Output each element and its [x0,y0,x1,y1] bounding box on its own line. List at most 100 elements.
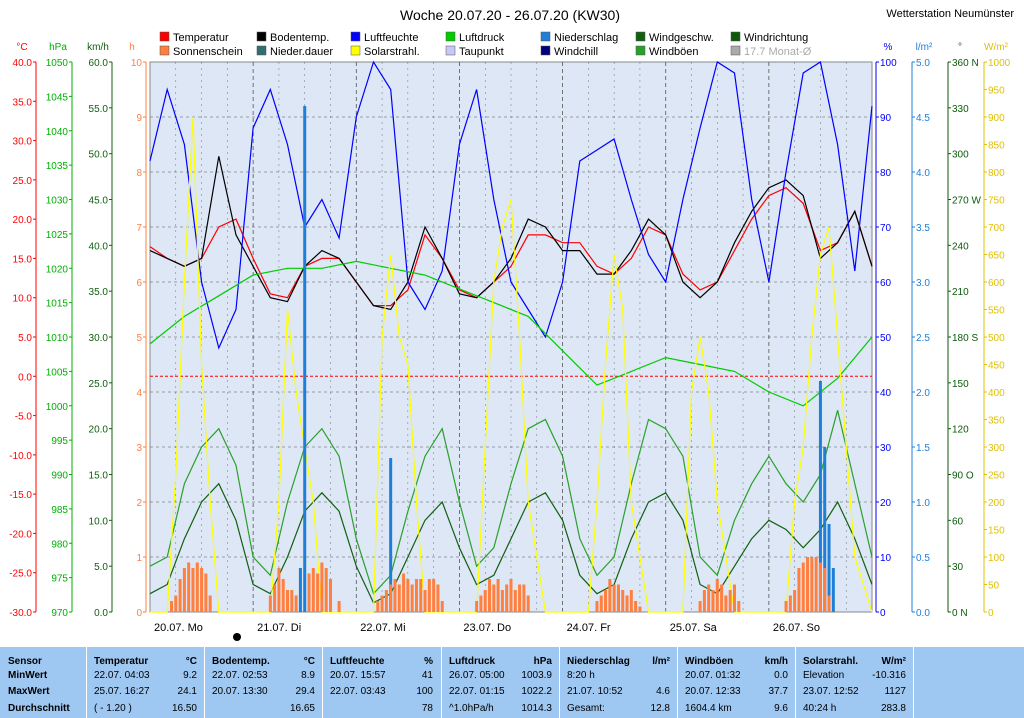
axis-tick-label: 0.0 [94,608,108,619]
table-column: Niederschlag l/m² 8:20 h 21.07. 10:52 4.6 Ges… [559,647,678,718]
sunshine-bar [518,584,522,612]
axis-tick-label: 3.0 [916,278,930,289]
legend-label: Windgeschw. [649,32,714,44]
axis-tick-label: 1045 [46,92,69,103]
legend-item: Sonnenschein [159,45,243,58]
sunshine-bar [475,601,479,612]
sunshine-bar [801,562,805,612]
sunshine-bar [290,590,294,612]
chart-title: Woche 20.07.20 - 26.07.20 (KW30) [400,7,620,23]
sunshine-bar [436,584,440,612]
table-column-empty [913,647,1024,718]
axis-tick-label: 10 [880,553,892,564]
axis-tick-label: 150 [952,379,969,390]
table-cell-when: 21.07. 10:52 [567,686,623,697]
axis-tick-label: 50.0 [89,150,109,161]
sunshine-bar [406,579,410,612]
sunshine-bar [208,595,212,612]
sunshine-bar [599,595,603,612]
axis-tick-label: 80 [880,168,892,179]
sunshine-bar [329,579,332,612]
sunshine-bar [698,601,702,612]
legend-label: Windrichtung [744,32,808,44]
axis-tick-label: -5.0 [15,412,33,423]
sunshine-bar [496,579,500,612]
axis-tick-label: 8 [136,168,142,179]
axis-tick-label: 0.0 [916,608,930,619]
axis-tick-label: 100 [988,553,1005,564]
sunshine-bar [311,568,315,612]
axis-tick-label: 360 N [952,58,979,69]
table-cell-when: 8:20 h [567,670,595,681]
axis-tick-label: 0.5 [916,553,930,564]
table-cell-value: 78 [421,703,433,714]
axis-tick-label: 90 O [952,471,974,482]
sunshine-bar [402,573,406,612]
axis-tick-label: 150 [988,526,1005,537]
rain-bar [389,458,393,612]
table-column-title: Niederschlag [567,656,630,667]
axis-tick-label: 100 [880,58,897,69]
axis-tick-label: 5.0 [94,562,108,573]
table-row-label: Durchschnitt [8,703,70,714]
table-row-label: MaxWert [8,686,50,697]
table-cell-when: 25.07. 16:27 [94,686,150,697]
sunshine-bar [612,584,616,612]
rain-bar [303,106,307,612]
axis-tick-label: 15.0 [89,471,109,482]
legend-label: Solarstrahl. [364,46,420,58]
x-axis-label: 24.07. Fr [567,622,611,634]
sunshine-bar [793,590,797,612]
station-name: Wetterstation Neumünster [886,8,1014,20]
axis-tick-label: 1000 [46,402,69,413]
table-cell-value: 4.6 [656,686,670,697]
legend-item: Luftfeuchte [350,31,418,44]
axes: °C40.035.030.025.020.015.010.05.00.0-5.0… [9,42,1011,641]
sunshine-bar [784,601,788,612]
table-column-unit: km/h [764,656,788,667]
table-column-unit: hPa [533,656,552,667]
sunshine-bar [419,579,423,612]
axis-tick-label: 950 [988,86,1005,97]
axis-tick-label: 1005 [46,367,69,378]
table-cell-value: 8.9 [301,670,315,681]
axis-tick-label: 90 [880,113,892,124]
axis-tick-label: 25.0 [13,176,33,187]
axis-tick-label: 40.0 [13,58,33,69]
sunshine-bar [513,590,517,612]
sunshine-bar [389,584,393,612]
axis-tick-label: 400 [988,388,1005,399]
weekly-weather-chart: Woche 20.07.20 - 26.07.20 (KW30) Wetters… [9,7,1014,641]
sunshine-bar [634,601,638,612]
axis-tick-label: 1.5 [916,443,930,454]
axis-tick-label: 2 [136,498,142,509]
sunshine-bar [440,601,444,612]
sunshine-bar [823,568,827,612]
series-windb-en [149,410,873,595]
axis-tick-label: 40.0 [89,241,109,252]
rain-bar [818,381,822,612]
table-cell-value: 16.65 [289,703,315,714]
axis-tick-label: -15.0 [9,490,32,501]
sunshine-bar [324,568,328,612]
axis-tick-label: -10.0 [9,451,32,462]
sunshine-bar [191,568,195,612]
table-cell-value: 0.0 [774,670,788,681]
axis-unit-left: hPa [49,42,67,53]
axis-tick-label: 990 [51,471,68,482]
sunshine-bar [281,579,285,612]
table-column-title: Windböen [685,656,734,667]
table-column: Luftfeuchte% 20.07. 15:57 41 22.07. 03:43 10… [322,647,441,718]
sunshine-bar [200,568,204,612]
table-cell-when: ^1.0hPa/h [449,703,494,714]
axis-tick-label: 750 [988,196,1005,207]
statistics-table: Sensor MinWert MaxWert Durchschnitt Temperat… [0,647,1024,718]
legend-swatch [445,31,456,42]
axis-tick-label: 1025 [46,230,69,241]
table-cell-value: 41 [421,670,433,681]
axis-tick-label: 2.5 [916,333,930,344]
legend-swatch [730,45,741,56]
x-axis-label: 21.07. Di [257,622,301,634]
table-cell-when: 22.07. 03:43 [330,686,386,697]
sunshine-bar [414,579,418,612]
